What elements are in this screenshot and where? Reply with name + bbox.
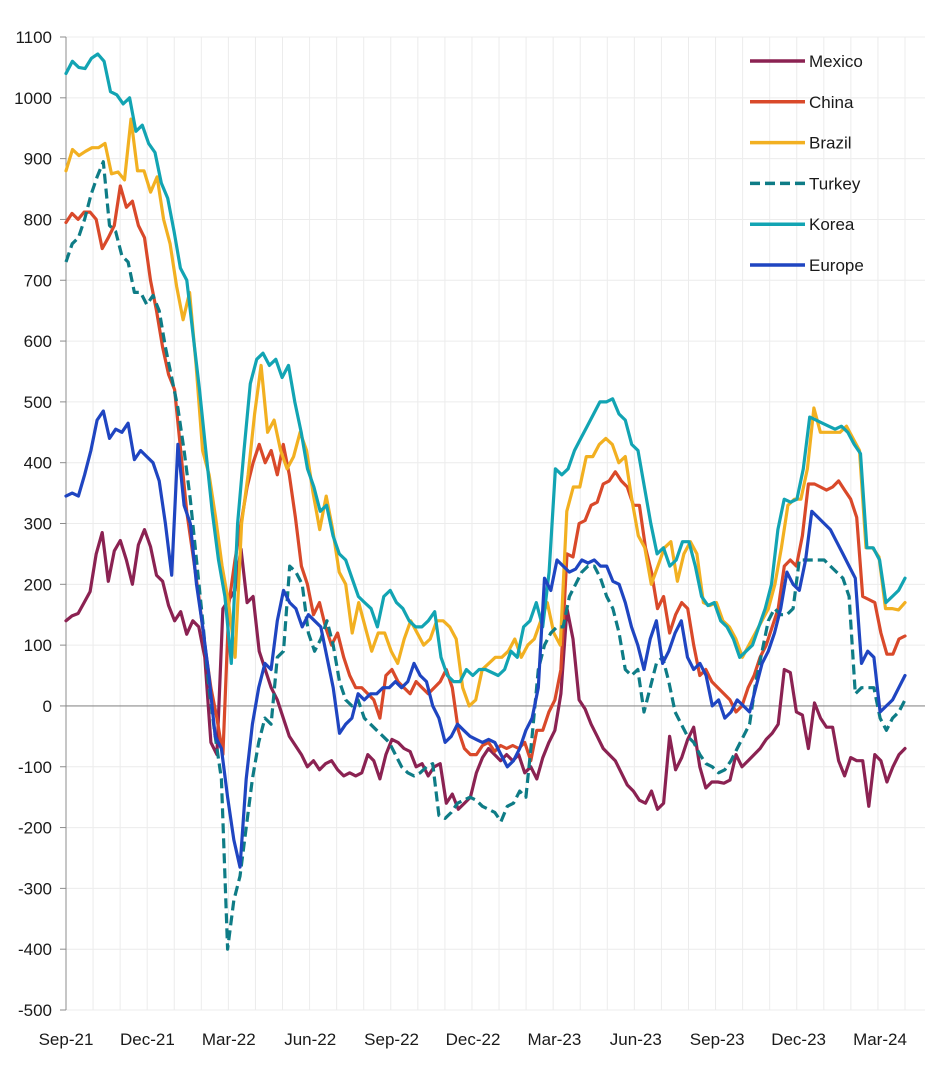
series-line-mexico bbox=[64, 527, 907, 811]
y-tick-label: -500 bbox=[18, 1001, 52, 1020]
y-tick-label: 400 bbox=[24, 454, 52, 473]
y-tick-label: 600 bbox=[24, 332, 52, 351]
x-tick-label: Dec-21 bbox=[120, 1030, 175, 1049]
legend-label: Europe bbox=[809, 256, 864, 275]
y-tick-label: 0 bbox=[43, 697, 52, 716]
legend-item-korea: Korea bbox=[750, 215, 855, 234]
y-tick-label: -200 bbox=[18, 819, 52, 838]
y-tick-label: 300 bbox=[24, 515, 52, 534]
x-axis-tick-labels: Sep-21 Dec-21 Mar-22 Jun-22 Sep-22 Dec-22 Mar-… bbox=[39, 1030, 907, 1049]
legend: Mexico China Brazil Turkey Korea Europe bbox=[750, 52, 864, 275]
x-tick-label: Sep-23 bbox=[690, 1030, 745, 1049]
legend-item-europe: Europe bbox=[750, 256, 864, 275]
series-line-china bbox=[64, 184, 907, 763]
x-tick-label: Jun-23 bbox=[610, 1030, 662, 1049]
x-tick-label: Jun-22 bbox=[284, 1030, 336, 1049]
x-tick-label: Sep-21 bbox=[39, 1030, 94, 1049]
y-tick-label: 700 bbox=[24, 271, 52, 290]
x-tick-label: Sep-22 bbox=[364, 1030, 419, 1049]
y-axis-tick-labels: 110010009008007006005004003002001000-100… bbox=[14, 28, 52, 1020]
legend-item-mexico: Mexico bbox=[750, 52, 863, 71]
legend-label: Brazil bbox=[809, 134, 852, 153]
legend-label: Turkey bbox=[809, 174, 861, 193]
series-line-europe bbox=[64, 409, 907, 869]
y-tick-label: 900 bbox=[24, 150, 52, 169]
x-tick-label: Mar-22 bbox=[202, 1030, 256, 1049]
series-line-korea bbox=[64, 52, 907, 684]
x-tick-label: Mar-24 bbox=[853, 1030, 907, 1049]
legend-label: Mexico bbox=[809, 52, 863, 71]
legend-item-turkey: Turkey bbox=[750, 174, 861, 193]
y-tick-label: 100 bbox=[24, 636, 52, 655]
y-tick-label: 1000 bbox=[14, 89, 52, 108]
series-lines bbox=[64, 52, 907, 951]
y-tick-label: 500 bbox=[24, 393, 52, 412]
x-tick-label: Dec-22 bbox=[446, 1030, 501, 1049]
y-tick-label: 200 bbox=[24, 575, 52, 594]
y-tick-label: 1100 bbox=[15, 28, 52, 47]
x-tick-label: Dec-23 bbox=[771, 1030, 826, 1049]
y-tick-label: -400 bbox=[18, 940, 52, 959]
x-tick-label: Mar-23 bbox=[527, 1030, 581, 1049]
legend-item-brazil: Brazil bbox=[750, 134, 852, 153]
legend-label: Korea bbox=[809, 215, 855, 234]
y-tick-label: 800 bbox=[24, 210, 52, 229]
legend-label: China bbox=[809, 93, 854, 112]
y-tick-label: -100 bbox=[18, 758, 52, 777]
legend-item-china: China bbox=[750, 93, 854, 112]
y-tick-label: -300 bbox=[18, 879, 52, 898]
